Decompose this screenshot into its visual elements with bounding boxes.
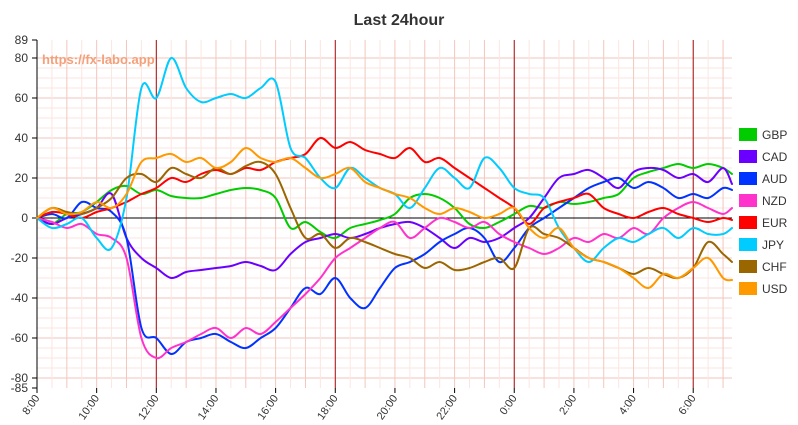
legend-label-usd: USD	[762, 282, 788, 296]
x-tick-label: 10:00	[76, 393, 102, 422]
y-tick-label: -20	[11, 251, 29, 265]
series-line-cad	[36, 166, 733, 280]
y-tick-label: 80	[15, 51, 29, 65]
legend-swatch-chf	[739, 260, 757, 273]
legend-swatch-eur	[739, 216, 757, 229]
legend-label-gbp: GBP	[762, 128, 787, 142]
legend-swatch-nzd	[739, 194, 757, 207]
y-tick-label: 0	[21, 211, 28, 225]
legend-label-nzd: NZD	[762, 194, 787, 208]
x-tick-label: 14:00	[196, 393, 222, 422]
legend-label-jpy: JPY	[762, 238, 784, 252]
y-tick-label: 40	[15, 131, 29, 145]
y-axis-ticks: 89 80 60 40 20 0 -20 -40 -60 -80-85	[11, 33, 37, 395]
legend-swatch-aud	[739, 172, 757, 185]
x-tick-label: 22:00	[434, 393, 460, 422]
x-tick-label: 0:00	[498, 393, 520, 417]
series-line-gbp	[36, 163, 733, 240]
legend-swatch-cad	[739, 150, 757, 163]
x-tick-label: 18:00	[315, 393, 341, 422]
series-line-aud	[36, 176, 733, 355]
x-tick-label: 4:00	[617, 393, 639, 417]
legend: GBP CAD AUD NZD EUR JPY CHF USD	[739, 128, 788, 296]
y-tick-label: -85	[11, 381, 29, 395]
legend-label-eur: EUR	[762, 216, 788, 230]
legend-label-chf: CHF	[762, 260, 787, 274]
legend-label-cad: CAD	[762, 150, 788, 164]
watermark: https://fx-labo.app	[42, 52, 155, 67]
y-tick-label: 60	[15, 91, 29, 105]
series-line-eur	[36, 136, 733, 225]
x-tick-label: 16:00	[255, 393, 281, 422]
series-line-usd	[36, 147, 733, 290]
legend-swatch-gbp	[739, 128, 757, 141]
legend-swatch-jpy	[739, 238, 757, 251]
legend-swatch-usd	[739, 282, 757, 295]
chart-title: Last 24hour	[354, 12, 445, 29]
legend-label-aud: AUD	[762, 172, 788, 186]
y-tick-label: 89	[15, 33, 29, 47]
y-tick-label: -80	[11, 371, 29, 385]
series-lines	[36, 57, 733, 360]
x-tick-label: 12:00	[136, 393, 162, 422]
x-tick-label: 2:00	[557, 393, 579, 417]
x-tick-label: 20:00	[375, 393, 401, 422]
x-tick-label: 8:00	[20, 393, 42, 417]
y-tick-label: 20	[15, 171, 29, 185]
x-axis-ticks: 8:00 10:00 12:00 14:00 16:00 18:00 20:00 22:00 0…	[20, 388, 699, 422]
x-tick-label: 6:00	[677, 393, 699, 417]
grid	[36, 40, 732, 388]
y-tick-label: -60	[11, 331, 29, 345]
y-tick-label: -40	[11, 291, 29, 305]
